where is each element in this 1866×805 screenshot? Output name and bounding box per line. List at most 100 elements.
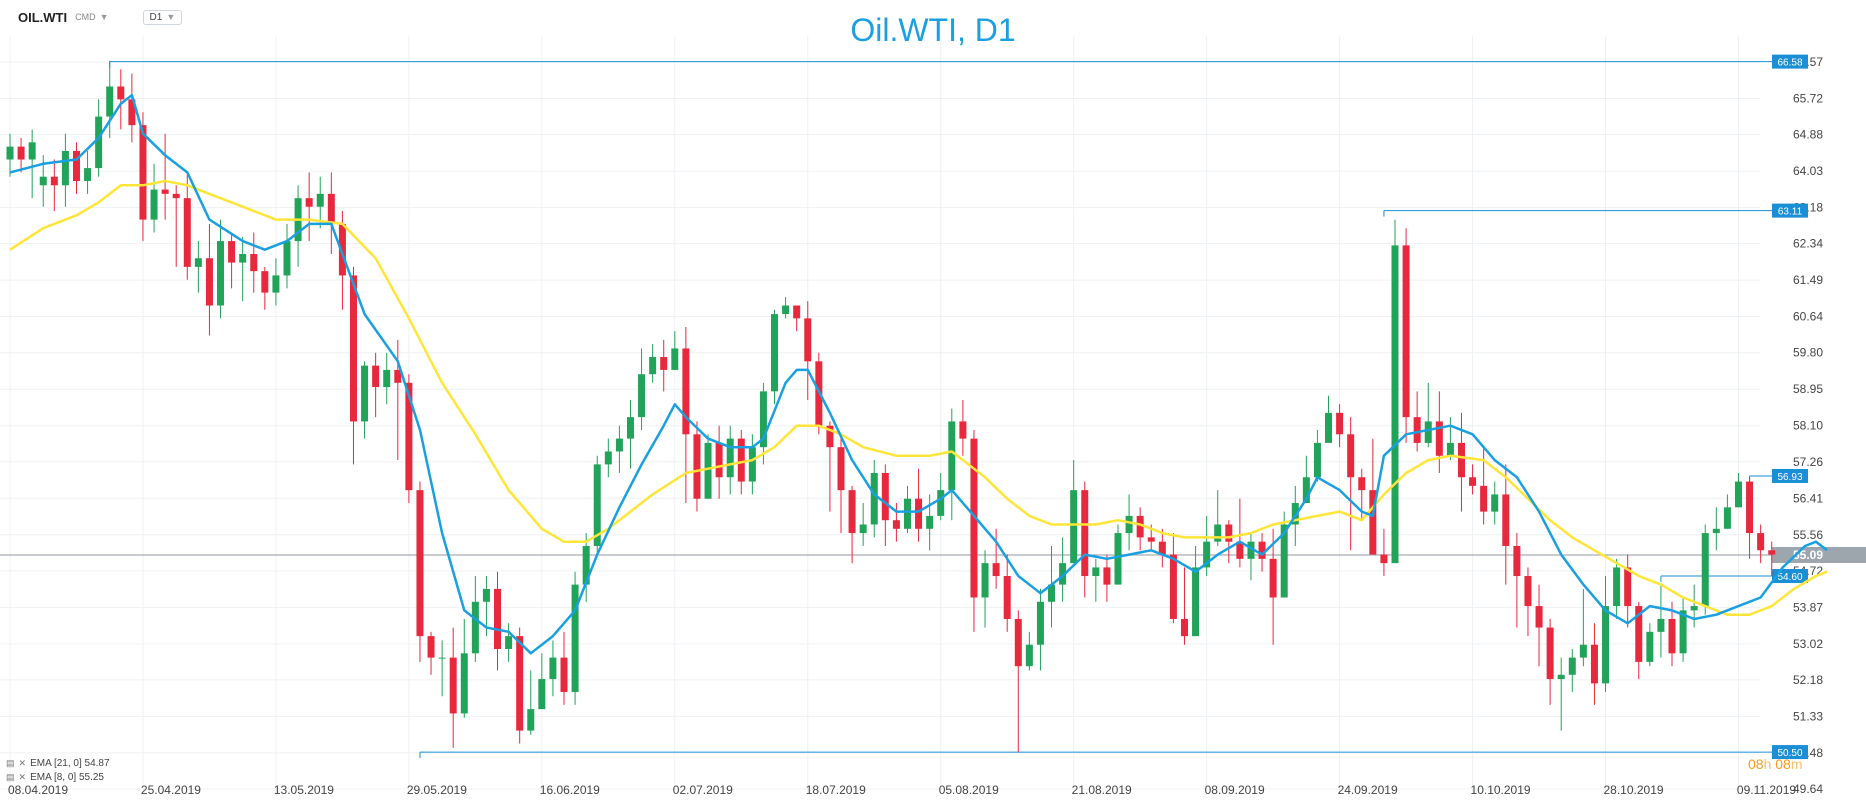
x-axis-tick-label: 24.09.2019 — [1338, 783, 1398, 797]
candle-bullish — [39, 176, 47, 186]
y-axis-tick-label: 58.10 — [1793, 419, 1823, 433]
candle-bearish — [1480, 485, 1488, 512]
candle-bullish — [626, 417, 634, 439]
level-price-label: 56.93 — [1777, 472, 1802, 483]
candle-bearish — [1258, 541, 1266, 559]
candle-bearish — [1014, 618, 1022, 667]
candle-bullish — [593, 464, 601, 546]
x-axis-tick-label: 21.08.2019 — [1072, 783, 1132, 797]
candle-bearish — [1524, 576, 1532, 607]
candle-bullish — [28, 142, 36, 160]
y-axis-tick-label: 61.49 — [1793, 273, 1823, 287]
x-axis-tick-label: 16.06.2019 — [540, 783, 600, 797]
candle-bearish — [50, 176, 58, 186]
candle-bearish — [494, 588, 502, 650]
indicator-settings-icon[interactable]: ▤ — [6, 758, 15, 768]
candle-bullish — [239, 253, 247, 263]
candle-bearish — [394, 369, 402, 383]
candle-bullish — [1734, 481, 1742, 508]
timeframe-select[interactable]: D1 ▼ — [142, 9, 183, 25]
candle-bullish — [926, 515, 934, 529]
y-axis-tick-label: 64.03 — [1793, 164, 1823, 178]
close-icon[interactable]: ✕ — [18, 772, 27, 782]
candle-bullish — [1025, 644, 1033, 667]
candle-bearish — [1147, 537, 1155, 542]
candle-bearish — [228, 241, 236, 263]
indicator-settings-icon[interactable]: ▤ — [6, 772, 15, 782]
chevron-down-icon[interactable]: ▼ — [99, 12, 109, 22]
candle-bullish — [1657, 618, 1665, 632]
candle-bullish — [726, 438, 734, 478]
candle-bullish — [1059, 563, 1067, 585]
candle-bearish — [892, 520, 900, 529]
candle-bullish — [217, 241, 225, 306]
candle-bearish — [1225, 524, 1233, 542]
candle-bullish — [582, 545, 590, 585]
x-axis-tick-label: 18.07.2019 — [806, 783, 866, 797]
level-price-label: 66.58 — [1777, 58, 1802, 69]
x-axis-tick-label: 02.07.2019 — [673, 783, 733, 797]
level-price-tag — [1772, 569, 1808, 584]
candle-bearish — [848, 490, 856, 534]
x-axis-tick-label: 13.05.2019 — [274, 783, 334, 797]
candle-bearish — [715, 442, 723, 478]
candle-bearish — [449, 657, 457, 714]
candle-bullish — [1203, 541, 1211, 568]
candle-bearish — [172, 193, 180, 199]
candle-bearish — [826, 425, 834, 448]
instrument-class-label[interactable]: CMD — [75, 12, 96, 22]
indicator-legend-item[interactable]: ▤ ✕ EMA [21, 0] 54.87 — [6, 758, 110, 769]
y-axis-tick-label: 65.72 — [1793, 92, 1823, 106]
level-price-label: 50.50 — [1777, 748, 1802, 759]
candle-bearish — [72, 150, 80, 181]
candle-bullish — [460, 653, 468, 714]
candle-bearish — [1469, 477, 1477, 486]
indicator-legend-item[interactable]: ▤ ✕ EMA [8, 0] 55.25 — [6, 772, 104, 783]
close-icon[interactable]: ✕ — [18, 758, 27, 768]
ema-legend-label: EMA [21, 0] 54.87 — [30, 758, 110, 769]
candle-bullish — [1313, 442, 1321, 478]
timer-minutes: 08 — [1775, 756, 1791, 772]
candle-bearish — [416, 490, 424, 637]
candle-bearish — [1535, 606, 1543, 628]
candle-bearish — [1668, 618, 1676, 654]
candle-bullish — [1125, 515, 1133, 534]
candle-bullish — [194, 258, 202, 267]
candle-bearish — [17, 146, 25, 160]
symbol-label[interactable]: OIL.WTI — [18, 9, 68, 25]
candle-bullish — [1036, 601, 1044, 645]
y-axis-tick-label: 57.26 — [1793, 455, 1823, 469]
candle-bullish — [316, 193, 324, 207]
candle-bearish — [128, 99, 136, 126]
candle-bearish — [1768, 550, 1776, 555]
candle-bearish — [1236, 541, 1244, 559]
candle-bullish — [615, 438, 623, 452]
candle-bearish — [1081, 490, 1089, 577]
candle-bearish — [1136, 515, 1144, 538]
candle-bullish — [1602, 606, 1610, 684]
candle-bullish — [1280, 524, 1288, 598]
candle-bearish — [1369, 490, 1377, 555]
candle-countdown-timer: 08h 08m — [1748, 756, 1803, 772]
candle-bullish — [361, 365, 369, 422]
candle-bullish — [759, 391, 767, 448]
candle-bullish — [649, 357, 657, 375]
candle-bullish — [1391, 245, 1399, 564]
candle-bearish — [1103, 567, 1111, 585]
candle-bullish — [1690, 606, 1698, 611]
candle-bullish — [1723, 507, 1731, 529]
y-axis-tick-label: 60.64 — [1793, 310, 1823, 324]
candle-bullish — [527, 709, 535, 731]
chart-title: Oil.WTI, D1 — [850, 12, 1016, 48]
level-price-tag — [1772, 203, 1808, 218]
timeframe-label: D1 — [149, 11, 163, 23]
candle-bearish — [1180, 618, 1188, 637]
candle-bullish — [505, 636, 513, 650]
candle-bullish — [1579, 644, 1587, 658]
candle-bullish — [1557, 674, 1565, 680]
current-price-tag — [1772, 546, 1866, 563]
candle-bearish — [1358, 477, 1366, 491]
candle-bearish — [427, 636, 435, 658]
